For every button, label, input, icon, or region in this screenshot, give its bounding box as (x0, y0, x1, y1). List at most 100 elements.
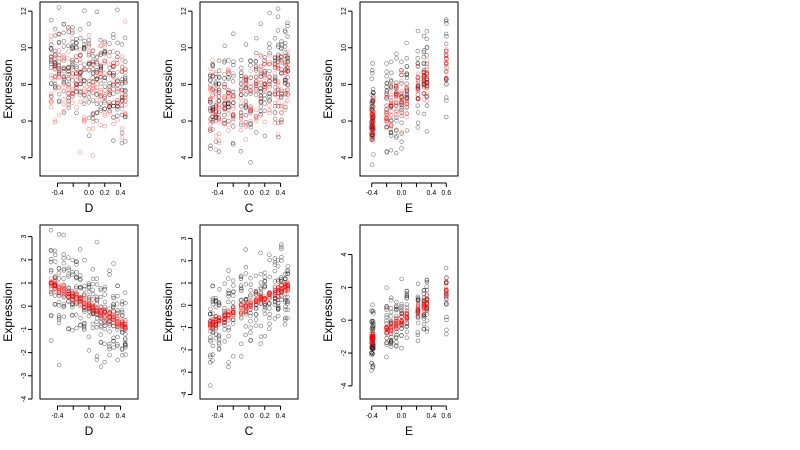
data-point (107, 311, 112, 316)
data-point (424, 58, 430, 63)
data-point (111, 79, 116, 84)
data-point (424, 77, 430, 82)
x-axis-title: C (245, 201, 254, 215)
data-point (399, 320, 404, 325)
data-point (86, 90, 92, 95)
data-point (94, 307, 100, 312)
data-point (123, 320, 128, 325)
data-point (98, 81, 104, 86)
data-point (56, 290, 62, 296)
data-point (444, 98, 449, 103)
data-point (253, 297, 259, 303)
data-point (267, 306, 272, 311)
data-point (61, 56, 66, 61)
data-point (262, 88, 267, 93)
data-point (210, 319, 216, 325)
data-point (48, 46, 54, 51)
data-point (384, 118, 389, 123)
data-point (248, 91, 253, 96)
data-point (111, 63, 116, 69)
data-point (275, 295, 281, 300)
data-point (262, 69, 267, 74)
data-point (213, 139, 219, 144)
data-point (213, 304, 218, 309)
data-point (424, 304, 429, 310)
data-point (444, 288, 449, 294)
data-point (49, 17, 54, 23)
data-point (222, 84, 227, 90)
data-point (444, 327, 449, 333)
data-point (94, 308, 99, 313)
y-tick-label: -1 (181, 324, 188, 330)
data-point (285, 294, 290, 300)
data-point (61, 65, 67, 71)
data-point (123, 301, 128, 306)
data-point (123, 342, 128, 348)
data-point (86, 78, 92, 84)
data-point (56, 276, 62, 281)
data-point (443, 18, 449, 24)
data-point (216, 115, 222, 120)
data-point (279, 70, 284, 75)
data-point (275, 54, 281, 59)
data-point (61, 58, 66, 63)
data-point (275, 14, 281, 19)
data-point (210, 325, 215, 331)
data-point (253, 81, 259, 86)
data-point (86, 44, 92, 49)
data-point (424, 78, 430, 83)
data-point (279, 119, 284, 124)
data-point (253, 74, 259, 80)
data-point (226, 58, 231, 63)
data-point (258, 74, 263, 79)
data-point (444, 64, 449, 69)
y-tick-label: 0 (341, 318, 348, 322)
data-point (415, 296, 421, 301)
data-point (98, 95, 103, 100)
data-point (74, 58, 79, 63)
data-point (61, 252, 66, 257)
data-point (262, 295, 268, 301)
data-point (399, 318, 404, 323)
data-point (102, 88, 108, 93)
data-point (258, 296, 263, 301)
data-point (86, 21, 92, 27)
y-tick-label: 6 (21, 119, 28, 123)
data-point (248, 88, 253, 94)
data-point (107, 72, 112, 78)
data-point (388, 320, 394, 325)
data-point (285, 299, 290, 304)
data-point (77, 27, 83, 32)
data-point (208, 82, 213, 88)
data-point (81, 297, 87, 302)
data-point (98, 313, 103, 318)
data-point (115, 86, 120, 91)
x-tick-label: 0.0 (84, 190, 94, 197)
data-point (111, 73, 116, 78)
data-point (369, 334, 374, 339)
data-point (399, 304, 404, 309)
data-point (267, 59, 272, 65)
data-point (238, 86, 244, 91)
data-point (370, 115, 375, 120)
data-point (388, 322, 394, 327)
data-point (262, 61, 267, 67)
data-point (424, 293, 430, 299)
data-point (208, 146, 213, 151)
x-tick-label: -0.4 (51, 413, 63, 420)
data-point (285, 315, 290, 321)
data-point (243, 74, 248, 80)
data-point (222, 312, 227, 318)
data-point (384, 107, 389, 112)
data-point (123, 322, 128, 327)
data-point (238, 113, 244, 119)
data-point (238, 88, 244, 93)
data-point (78, 315, 83, 321)
data-point (231, 31, 236, 36)
data-point (53, 259, 58, 264)
data-point (389, 98, 394, 103)
data-point (217, 316, 222, 321)
data-point (94, 239, 100, 245)
data-point (56, 55, 62, 61)
data-point (283, 67, 288, 72)
